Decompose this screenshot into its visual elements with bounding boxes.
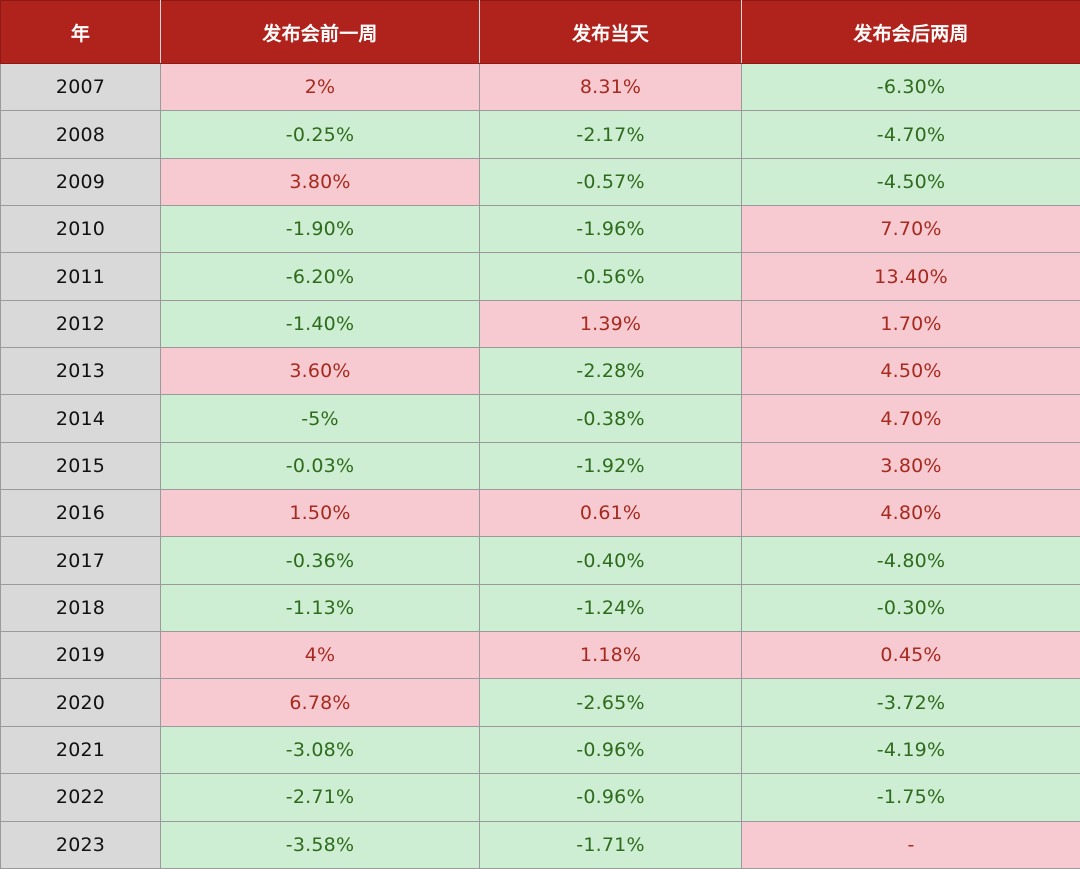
- cell-before-week: 2%: [160, 62, 480, 112]
- cell-launch-day: 1.18%: [479, 631, 742, 680]
- cell-year: 2014: [0, 394, 161, 443]
- cell-year: 2013: [0, 347, 161, 396]
- cell-before-week: 4%: [160, 631, 480, 680]
- table-row: 2020 6.78% -2.65% -3.72%: [0, 678, 1080, 727]
- cell-year: 2008: [0, 110, 161, 159]
- cell-before-week: -3.08%: [160, 725, 480, 775]
- table-row: 2023 -3.58% -1.71% -: [0, 820, 1080, 869]
- cell-launch-day: -1.24%: [479, 583, 742, 633]
- table-row: 2019 4% 1.18% 0.45%: [0, 631, 1080, 680]
- cell-before-week: -0.03%: [160, 441, 480, 491]
- cell-launch-day: -0.38%: [479, 394, 742, 443]
- cell-before-week: 1.50%: [160, 489, 480, 538]
- cell-launch-day: -0.40%: [479, 536, 742, 585]
- header-after-two-weeks: 发布会后两周: [741, 0, 1080, 64]
- cell-launch-day: -2.65%: [479, 678, 742, 727]
- cell-year: 2007: [0, 62, 161, 112]
- header-year: 年: [0, 0, 161, 64]
- cell-year: 2018: [0, 583, 161, 633]
- table-row: 2017 -0.36% -0.40% -4.80%: [0, 536, 1080, 585]
- table-row: 2010 -1.90% -1.96% 7.70%: [0, 205, 1080, 254]
- cell-launch-day: -1.71%: [479, 820, 742, 869]
- cell-after-two-weeks: 4.70%: [741, 394, 1080, 443]
- cell-year: 2022: [0, 773, 161, 822]
- cell-before-week: -6.20%: [160, 252, 480, 301]
- cell-before-week: -3.58%: [160, 820, 480, 869]
- table-row: 2012 -1.40% 1.39% 1.70%: [0, 299, 1080, 349]
- cell-year: 2020: [0, 678, 161, 727]
- header-before-week: 发布会前一周: [160, 0, 480, 64]
- cell-launch-day: -2.28%: [479, 347, 742, 396]
- cell-after-two-weeks: -1.75%: [741, 773, 1080, 822]
- cell-before-week: -0.36%: [160, 536, 480, 585]
- cell-year: 2012: [0, 299, 161, 349]
- cell-year: 2011: [0, 252, 161, 301]
- cell-launch-day: 0.61%: [479, 489, 742, 538]
- cell-launch-day: -1.92%: [479, 441, 742, 491]
- table-body: 2007 2% 8.31% -6.30% 2008 -0.25% -2.17% -4.70% 2…: [0, 62, 1080, 869]
- cell-before-week: -1.40%: [160, 299, 480, 349]
- cell-launch-day: -0.96%: [479, 773, 742, 822]
- cell-after-two-weeks: 13.40%: [741, 252, 1080, 301]
- cell-launch-day: -1.96%: [479, 205, 742, 254]
- cell-year: 2019: [0, 631, 161, 680]
- table-row: 2009 3.80% -0.57% -4.50%: [0, 157, 1080, 207]
- table-row: 2013 3.60% -2.28% 4.50%: [0, 347, 1080, 396]
- table-row: 2016 1.50% 0.61% 4.80%: [0, 489, 1080, 538]
- cell-before-week: -2.71%: [160, 773, 480, 822]
- cell-before-week: -0.25%: [160, 110, 480, 159]
- header-row: 年 发布会前一周 发布当天 发布会后两周: [0, 0, 1080, 64]
- header-launch-day: 发布当天: [479, 0, 742, 64]
- cell-launch-day: -0.56%: [479, 252, 742, 301]
- cell-after-two-weeks: 3.80%: [741, 441, 1080, 491]
- cell-year: 2015: [0, 441, 161, 491]
- cell-year: 2010: [0, 205, 161, 254]
- cell-after-two-weeks: 7.70%: [741, 205, 1080, 254]
- cell-year: 2021: [0, 725, 161, 775]
- cell-before-week: 3.60%: [160, 347, 480, 396]
- cell-year: 2016: [0, 489, 161, 538]
- table-row: 2015 -0.03% -1.92% 3.80%: [0, 441, 1080, 491]
- cell-after-two-weeks: -4.80%: [741, 536, 1080, 585]
- cell-before-week: 3.80%: [160, 157, 480, 207]
- cell-before-week: 6.78%: [160, 678, 480, 727]
- table-row: 2011 -6.20% -0.56% 13.40%: [0, 252, 1080, 301]
- cell-after-two-weeks: -6.30%: [741, 62, 1080, 112]
- cell-after-two-weeks: -4.70%: [741, 110, 1080, 159]
- cell-after-two-weeks: 1.70%: [741, 299, 1080, 349]
- cell-year: 2023: [0, 820, 161, 869]
- cell-after-two-weeks: -: [741, 820, 1080, 869]
- cell-launch-day: 8.31%: [479, 62, 742, 112]
- cell-launch-day: 1.39%: [479, 299, 742, 349]
- cell-after-two-weeks: -4.50%: [741, 157, 1080, 207]
- cell-after-two-weeks: 4.80%: [741, 489, 1080, 538]
- cell-launch-day: -0.96%: [479, 725, 742, 775]
- table-row: 2008 -0.25% -2.17% -4.70%: [0, 110, 1080, 159]
- table-row: 2021 -3.08% -0.96% -4.19%: [0, 725, 1080, 775]
- cell-before-week: -5%: [160, 394, 480, 443]
- cell-after-two-weeks: -0.30%: [741, 583, 1080, 633]
- cell-after-two-weeks: -4.19%: [741, 725, 1080, 775]
- cell-launch-day: -0.57%: [479, 157, 742, 207]
- cell-before-week: -1.13%: [160, 583, 480, 633]
- cell-after-two-weeks: 4.50%: [741, 347, 1080, 396]
- table-row: 2022 -2.71% -0.96% -1.75%: [0, 773, 1080, 822]
- cell-year: 2017: [0, 536, 161, 585]
- table-row: 2007 2% 8.31% -6.30%: [0, 62, 1080, 112]
- cell-before-week: -1.90%: [160, 205, 480, 254]
- cell-after-two-weeks: -3.72%: [741, 678, 1080, 727]
- cell-after-two-weeks: 0.45%: [741, 631, 1080, 680]
- table-row: 2014 -5% -0.38% 4.70%: [0, 394, 1080, 443]
- table-row: 2018 -1.13% -1.24% -0.30%: [0, 583, 1080, 633]
- cell-year: 2009: [0, 157, 161, 207]
- cell-launch-day: -2.17%: [479, 110, 742, 159]
